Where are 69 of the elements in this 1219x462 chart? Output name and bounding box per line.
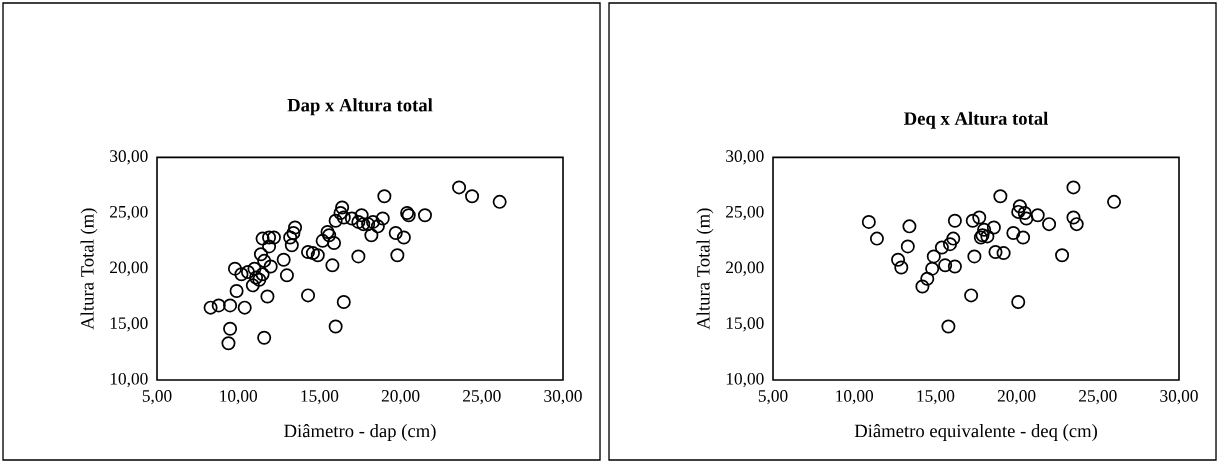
- point: [977, 222, 992, 237]
- y-axis-title: Altura Total (m): [80, 208, 98, 330]
- point: [988, 244, 1003, 259]
- point: [1019, 211, 1034, 226]
- y-tick-label: 20,00: [110, 261, 148, 276]
- y-tick-label: 30,00: [110, 150, 148, 165]
- x-tick-label: 25,00: [463, 390, 501, 405]
- point: [915, 279, 930, 294]
- point: [1012, 199, 1027, 214]
- y-tick-label: 20,00: [726, 261, 764, 276]
- point: [993, 189, 1008, 204]
- point: [920, 271, 935, 286]
- point: [972, 210, 987, 225]
- y-axis-title: Altura Total (m): [696, 208, 714, 330]
- point: [926, 249, 941, 264]
- point: [986, 220, 1001, 235]
- point: [947, 213, 962, 228]
- point: [902, 219, 917, 234]
- x-tick-label: 30,00: [1160, 390, 1198, 405]
- y-tick-label: 15,00: [726, 317, 764, 332]
- x-tick-label: 10,00: [836, 390, 874, 405]
- point: [967, 249, 982, 264]
- x-tick-label: 15,00: [917, 390, 955, 405]
- chart-title: Dap x Altura total: [287, 98, 433, 116]
- point: [943, 237, 958, 252]
- x-tick-label: 10,00: [220, 390, 258, 405]
- x-tick-label: 15,00: [301, 390, 339, 405]
- chart-title: Deq x Altura total: [904, 111, 1048, 129]
- point: [900, 239, 915, 254]
- point: [941, 319, 956, 334]
- x-tick-label: 20,00: [381, 390, 420, 405]
- point: [891, 252, 906, 267]
- x-tick-label: 20,00: [997, 390, 1036, 405]
- point: [1030, 208, 1045, 223]
- x-tick-label: 5,00: [758, 390, 788, 405]
- point: [894, 260, 909, 275]
- point: [1011, 295, 1026, 310]
- point: [947, 259, 962, 274]
- point: [1006, 226, 1021, 241]
- point: [965, 213, 980, 228]
- point: [861, 214, 876, 229]
- point: [1011, 204, 1026, 219]
- point: [1066, 180, 1081, 195]
- y-tick-label: 25,00: [726, 205, 764, 221]
- point: [1017, 206, 1032, 221]
- point: [996, 246, 1011, 261]
- y-tick-label: 10,00: [726, 372, 764, 388]
- point: [964, 288, 979, 303]
- point: [1042, 217, 1057, 232]
- point: [934, 240, 949, 255]
- point: [869, 231, 884, 246]
- point: [1107, 194, 1122, 209]
- y-tick-label: 25,00: [110, 205, 148, 221]
- x-tick-label: 30,00: [544, 390, 582, 405]
- x-axis-title: Diâmetro equivalente - deq (cm): [854, 424, 1097, 442]
- y-tick-label: 15,00: [110, 317, 148, 332]
- x-axis-title: Diâmetro - dap (cm): [284, 424, 436, 442]
- x-tick-label: 25,00: [1079, 390, 1117, 405]
- y-tick-label: 30,00: [726, 150, 764, 165]
- point: [980, 229, 995, 244]
- x-tick-label: 5,00: [142, 390, 172, 405]
- point: [938, 258, 953, 273]
- point: [946, 231, 961, 246]
- point: [1069, 217, 1084, 232]
- y-tick-label: 10,00: [110, 372, 148, 388]
- point: [1055, 248, 1070, 263]
- point: [925, 261, 940, 276]
- point: [1016, 230, 1031, 245]
- point: [1066, 210, 1081, 225]
